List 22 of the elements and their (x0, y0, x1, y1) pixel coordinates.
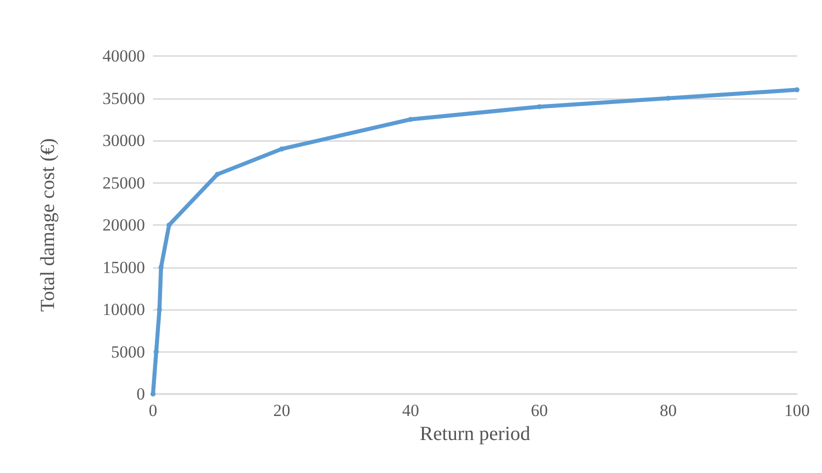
x-axis-title: Return period (420, 423, 530, 445)
y-tick-label: 30000 (102, 131, 145, 150)
x-tick-label: 0 (148, 401, 158, 420)
x-tick-label: 40 (402, 401, 420, 420)
x-tick-label: 20 (273, 401, 290, 420)
y-tick-label: 10000 (102, 300, 145, 319)
x-tick-label: 80 (660, 401, 677, 420)
y-tick-label: 0 (136, 384, 145, 404)
y-tick-label: 15000 (102, 258, 145, 277)
point (279, 146, 284, 152)
y-tick-label: 35000 (102, 88, 145, 108)
x-tick-label: 100 (784, 401, 810, 420)
point (214, 172, 220, 177)
y-axis-title: Total damage cost (€) (37, 138, 59, 312)
y-tick-label: 40000 (102, 46, 145, 66)
y-tick-label: 25000 (102, 173, 145, 192)
y-tick-label: 5000 (111, 342, 145, 362)
point (166, 222, 172, 228)
point (794, 87, 800, 92)
y-tick-label: 20000 (102, 216, 145, 234)
x-tick-label: 60 (530, 401, 548, 420)
point (150, 392, 156, 396)
